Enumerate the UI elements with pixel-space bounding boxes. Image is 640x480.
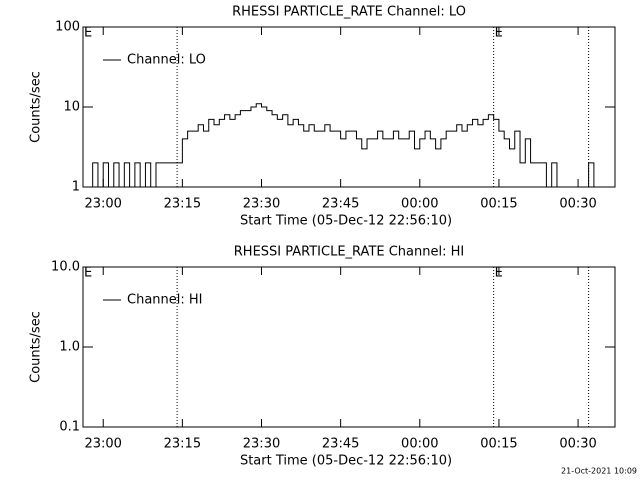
y-tick-label: 10	[63, 100, 80, 115]
legend-label: Channel: HI	[127, 293, 203, 308]
data-line	[92, 103, 595, 187]
y-tick-label: 1	[72, 180, 80, 195]
x-axis-label: Start Time (05-Dec-12 22:56:10)	[240, 214, 452, 229]
x-tick-label: 00:30	[559, 197, 596, 212]
timestamp: 21-Oct-2021 10:09	[561, 467, 637, 476]
x-tick-label: 00:15	[480, 197, 517, 212]
annotation: E	[84, 26, 92, 41]
chart-title: RHESSI PARTICLE_RATE Channel: HI	[234, 245, 464, 260]
x-tick-label: 00:00	[401, 437, 438, 452]
x-axis-label: Start Time (05-Dec-12 22:56:10)	[240, 454, 452, 469]
chart-title: RHESSI PARTICLE_RATE Channel: LO	[232, 5, 466, 20]
y-tick-label: 10.0	[51, 260, 80, 275]
y-tick-label: 1.0	[59, 340, 80, 355]
y-axis-label: Counts/sec	[29, 311, 44, 383]
annotation: E	[84, 266, 92, 281]
x-tick-label: 23:30	[243, 437, 280, 452]
x-tick-label: 23:00	[84, 437, 121, 452]
x-tick-label: 23:00	[84, 197, 121, 212]
y-tick-label: 0.1	[59, 420, 80, 435]
x-tick-label: 23:15	[164, 437, 201, 452]
x-tick-label: 00:00	[401, 197, 438, 212]
y-axis-label: Counts/sec	[29, 71, 44, 143]
legend-label: Channel: LO	[127, 53, 206, 68]
x-tick-label: 23:15	[164, 197, 201, 212]
x-tick-label: 23:30	[243, 197, 280, 212]
x-tick-label: 00:15	[480, 437, 517, 452]
x-tick-label: 23:45	[322, 437, 359, 452]
x-tick-label: 00:30	[559, 437, 596, 452]
y-tick-label: 100	[55, 20, 80, 35]
x-tick-label: 23:45	[322, 197, 359, 212]
